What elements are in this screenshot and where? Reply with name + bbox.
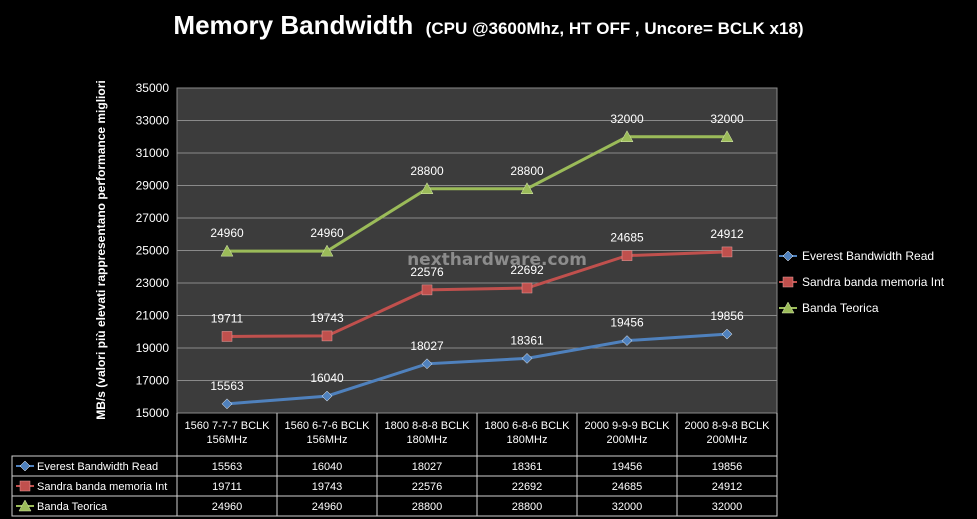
x-tick-label: 180MHz — [507, 434, 548, 446]
y-tick-label: 15000 — [136, 406, 170, 420]
y-tick-label: 35000 — [136, 81, 170, 95]
x-tick-label: 1800 6-8-6 BCLK — [485, 420, 571, 432]
table-row-label: Banda Teorica — [37, 501, 108, 513]
table-cell: 19743 — [312, 481, 343, 493]
y-tick-label: 27000 — [136, 211, 170, 225]
data-point — [520, 182, 534, 194]
table-cell: 24960 — [212, 501, 243, 513]
x-tick-label: 156MHz — [207, 434, 248, 446]
x-tick-label: 2000 9-9-9 BCLK — [585, 420, 671, 432]
series-line-1 — [226, 250, 728, 338]
chart-title-main: Memory Bandwidth — [173, 10, 414, 40]
data-label: 28800 — [510, 164, 544, 178]
table-cell: 16040 — [312, 461, 343, 473]
data-point — [420, 182, 434, 194]
watermark: nexthardware.com — [407, 250, 587, 270]
x-tick-label: 156MHz — [307, 434, 348, 446]
data-label: 24912 — [710, 227, 744, 241]
data-label: 24960 — [310, 226, 344, 240]
data-label: 24960 — [210, 226, 244, 240]
x-tick-label: 180MHz — [407, 434, 448, 446]
data-label: 18361 — [510, 333, 544, 347]
table-cell: 18027 — [412, 461, 443, 473]
data-label: 22692 — [510, 263, 544, 277]
x-tick-label: 200MHz — [607, 434, 648, 446]
table-cell: 19711 — [212, 481, 242, 493]
data-label: 32000 — [610, 112, 644, 126]
data-point — [782, 250, 794, 262]
table-cell: 19456 — [612, 461, 643, 473]
data-point — [221, 398, 233, 410]
data-point — [18, 499, 32, 512]
data-label: 19711 — [211, 311, 244, 325]
series-line-2 — [227, 135, 727, 253]
table-cell: 28800 — [512, 501, 543, 513]
data-label: 15563 — [210, 379, 244, 393]
y-tick-label: 17000 — [136, 374, 170, 388]
x-tick-label: 1560 6-7-6 BCLK — [285, 420, 371, 432]
x-tick-label: 1800 8-8-8 BCLK — [385, 420, 471, 432]
y-tick-label: 33000 — [136, 114, 170, 128]
data-label: 18027 — [410, 339, 444, 353]
table-cell: 22692 — [512, 481, 543, 493]
data-point — [720, 130, 734, 142]
data-point — [782, 276, 794, 288]
series-line-0 — [226, 332, 728, 406]
table-cell: 24912 — [712, 481, 743, 493]
data-point — [781, 301, 795, 314]
data-point — [721, 328, 733, 340]
table-cell: 19856 — [712, 461, 743, 473]
legend-entry: Sandra banda memoria Int — [802, 275, 945, 289]
x-tick-label: 200MHz — [707, 434, 748, 446]
legend-entry: Everest Bandwidth Read — [802, 249, 934, 263]
table-row-label: Sandra banda memoria Int — [37, 481, 167, 493]
table-cell: 24685 — [612, 481, 643, 493]
data-label: 28800 — [410, 164, 444, 178]
table-row-label: Everest Bandwidth Read — [37, 461, 158, 473]
data-point — [321, 390, 333, 402]
data-point — [19, 460, 31, 472]
y-tick-label: 23000 — [136, 276, 170, 290]
data-label: 16040 — [310, 371, 344, 385]
table-cell: 28800 — [412, 501, 443, 513]
data-point — [320, 244, 334, 257]
data-label: 22576 — [410, 265, 444, 279]
legend-entry: Banda Teorica — [802, 301, 879, 315]
x-tick-label: 1560 7-7-7 BCLK — [185, 420, 271, 432]
data-point — [321, 330, 333, 342]
data-point — [421, 284, 433, 296]
table-cell: 15563 — [212, 461, 243, 473]
y-tick-label: 21000 — [136, 309, 170, 323]
y-tick-label: 31000 — [136, 146, 170, 160]
table-cell: 22576 — [412, 481, 443, 493]
table-cell: 32000 — [612, 501, 643, 513]
chart-subtitle: (CPU @3600Mhz, HT OFF , Uncore= BCLK x18… — [425, 19, 804, 38]
data-point — [221, 331, 233, 342]
data-label: 19856 — [710, 309, 744, 323]
y-tick-label: 25000 — [136, 244, 170, 258]
data-point — [620, 130, 634, 142]
y-tick-label: 19000 — [136, 341, 170, 355]
data-point — [721, 246, 733, 258]
chart-title: Memory Bandwidth (CPU @3600Mhz, HT OFF ,… — [0, 10, 977, 41]
data-label: 19743 — [310, 311, 344, 325]
data-label: 24685 — [610, 231, 644, 245]
y-tick-label: 29000 — [136, 179, 170, 193]
table-cell: 18361 — [512, 461, 543, 473]
table-cell: 32000 — [712, 501, 743, 513]
data-point — [421, 358, 433, 370]
x-tick-label: 2000 8-9-8 BCLK — [685, 420, 771, 432]
data-point — [19, 480, 31, 492]
data-point — [220, 244, 234, 257]
data-point — [621, 335, 633, 346]
data-point — [521, 353, 533, 364]
data-point — [521, 282, 533, 294]
table-cell: 24960 — [312, 501, 343, 513]
data-point — [621, 250, 633, 261]
data-label: 19456 — [610, 316, 644, 330]
data-label: 32000 — [710, 112, 744, 126]
